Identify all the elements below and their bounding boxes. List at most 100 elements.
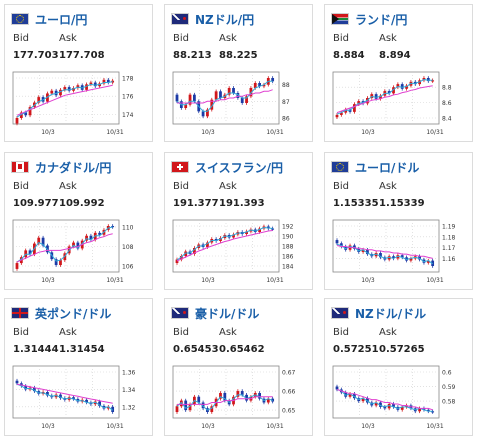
currency-pair-card: スイスフラン/円 Bid Ask 191.377 191.393 192 190 188 186… — [164, 152, 313, 290]
ask-label: Ask — [219, 327, 237, 338]
candle-body — [15, 118, 19, 124]
candle-body — [63, 87, 67, 90]
candle-body — [111, 226, 115, 228]
candle-body — [344, 392, 348, 397]
candle-body — [210, 99, 214, 110]
candle-body — [197, 396, 201, 403]
candle-body — [245, 231, 248, 234]
price-candlestick-chart[interactable]: 1.19 1.18 1.17 1.16 10/3 10/31 — [329, 216, 467, 286]
card-header: NZドル/ドル — [331, 305, 426, 321]
x-tick-label: 10/3 — [201, 277, 215, 284]
candle-body — [387, 404, 391, 409]
bid-label: Bid — [13, 327, 29, 338]
currency-flag-icon — [11, 161, 29, 173]
candle-body — [219, 392, 222, 399]
candle-body — [41, 237, 45, 246]
price-candlestick-chart[interactable]: 1.36 1.34 1.32 10/3 10/31 — [9, 362, 147, 432]
candle-body — [201, 111, 205, 117]
candle-body — [405, 85, 408, 89]
candle-body — [175, 94, 179, 102]
candle-body — [188, 404, 192, 411]
candle-body — [245, 394, 248, 401]
y-tick-label: 1.16 — [442, 256, 456, 263]
ask-value: 8.894 — [379, 50, 411, 61]
candle-body — [366, 249, 369, 255]
candle-body — [405, 405, 408, 407]
candle-body — [106, 406, 110, 409]
currency-pair-link[interactable]: 豪ドル/ドル — [195, 306, 260, 321]
candle-body — [232, 234, 235, 238]
bid-value: 109.977 — [13, 198, 59, 209]
card-header: ユーロ/ドル — [331, 159, 419, 175]
candle-body — [348, 393, 352, 397]
short-moving-average-line — [16, 383, 114, 411]
candle-body — [400, 406, 404, 410]
x-tick-label: 10/31 — [426, 277, 443, 284]
card-header: ランド/円 — [331, 11, 407, 27]
candle-body — [426, 78, 430, 82]
short-moving-average-line — [16, 81, 113, 118]
currency-pair-link[interactable]: NZドル/円 — [195, 12, 255, 27]
candle-body — [392, 87, 395, 94]
currency-flag-icon — [11, 13, 29, 25]
candle-body — [85, 84, 88, 90]
candle-body — [179, 400, 183, 407]
candle-body — [193, 248, 196, 254]
x-tick-label: 10/31 — [106, 423, 123, 430]
long-moving-average-line — [177, 396, 273, 405]
candle-body — [93, 82, 97, 87]
currency-pair-card: ユーロ/ドル Bid Ask 1.15335 1.15339 1.19 1.18 1.17 1.… — [324, 152, 473, 290]
currency-pair-link[interactable]: ユーロ/ドル — [355, 160, 420, 175]
card-header: スイスフラン/円 — [171, 159, 283, 175]
price-candlestick-chart[interactable]: 192 190 188 186 184 10/3 10/31 — [169, 216, 307, 286]
candle-body — [15, 263, 19, 269]
currency-pair-link[interactable]: ランド/円 — [355, 12, 408, 27]
candle-body — [258, 228, 261, 232]
price-candlestick-chart[interactable]: 0.67 0.66 0.65 10/3 10/31 — [169, 362, 307, 432]
candle-body — [240, 391, 244, 395]
currency-pair-link[interactable]: 英ポンド/ドル — [35, 306, 112, 321]
y-tick-label: 1.32 — [122, 404, 136, 411]
candle-body — [179, 256, 183, 260]
card-header: 豪ドル/ドル — [171, 305, 259, 321]
candle-body — [379, 95, 382, 99]
y-tick-label: 1.34 — [122, 387, 136, 394]
candle-body — [102, 79, 106, 84]
long-moving-average-line — [16, 233, 113, 263]
currency-flag-icon — [171, 161, 189, 173]
x-tick-label: 10/3 — [41, 277, 55, 284]
plot-area — [12, 365, 120, 419]
ask-value: 0.57265 — [379, 344, 425, 355]
bid-label: Bid — [173, 33, 189, 44]
price-candlestick-chart[interactable]: 0.6 0.59 0.58 10/3 10/31 — [329, 362, 467, 432]
candle-body — [344, 109, 348, 113]
price-candlestick-chart[interactable]: 178 176 174 10/3 10/31 — [9, 68, 147, 138]
price-candlestick-chart[interactable]: 110 108 106 10/3 10/31 — [9, 216, 147, 286]
short-moving-average-line — [176, 226, 273, 261]
ask-value: 191.393 — [219, 198, 265, 209]
candle-body — [392, 256, 395, 259]
currency-pair-card: 英ポンド/ドル Bid Ask 1.31444 1.31454 1.36 1.34 1.32 1… — [4, 298, 153, 436]
candle-body — [184, 251, 188, 256]
candle-body — [387, 91, 391, 94]
currency-pair-link[interactable]: スイスフラン/円 — [195, 160, 284, 175]
bid-label: Bid — [13, 181, 29, 192]
y-tick-label: 0.67 — [282, 370, 296, 377]
candle-body — [89, 235, 93, 240]
price-candlestick-chart[interactable]: 88 87 86 10/3 10/31 — [169, 68, 307, 138]
currency-pair-link[interactable]: NZドル/ドル — [355, 306, 427, 321]
short-moving-average-line — [176, 80, 273, 112]
currency-pair-link[interactable]: カナダドル/円 — [35, 160, 112, 175]
card-header: カナダドル/円 — [11, 159, 111, 175]
y-tick-label: 176 — [122, 94, 134, 101]
candle-body — [184, 400, 188, 411]
ask-value: 109.992 — [59, 198, 105, 209]
candle-body — [271, 228, 275, 230]
currency-pair-link[interactable]: ユーロ/円 — [35, 12, 88, 27]
y-tick-label: 0.59 — [442, 384, 456, 391]
price-candlestick-chart[interactable]: 8.8 8.6 8.4 10/3 10/31 — [329, 68, 467, 138]
candle-body — [271, 78, 275, 82]
candle-body — [76, 242, 80, 249]
candle-body — [409, 258, 413, 261]
candle-body — [258, 83, 261, 87]
